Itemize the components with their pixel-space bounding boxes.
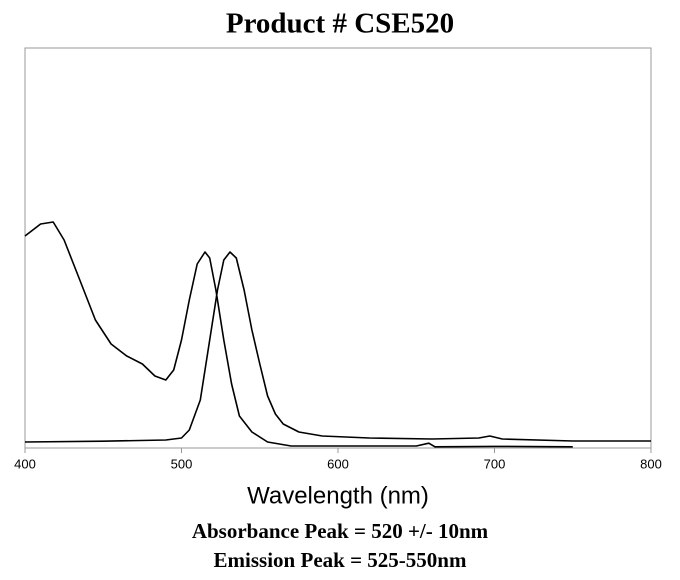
plot-frame	[24, 47, 652, 449]
x-tick-label: 400	[14, 456, 36, 471]
chart-title: Product # CSE520	[226, 8, 454, 40]
annotation: Emission Peak = 525-550nm	[214, 548, 467, 572]
x-axis-label: Wavelength (nm)	[247, 482, 429, 509]
x-tick-label: 500	[171, 456, 193, 471]
x-tick-label: 600	[327, 456, 349, 471]
series-line	[24, 221, 573, 448]
x-tick-label: 700	[484, 456, 506, 471]
series-line	[24, 251, 651, 443]
x-tick-label: 800	[640, 456, 662, 471]
annotation: Absorbance Peak = 520 +/- 10nm	[192, 519, 489, 543]
